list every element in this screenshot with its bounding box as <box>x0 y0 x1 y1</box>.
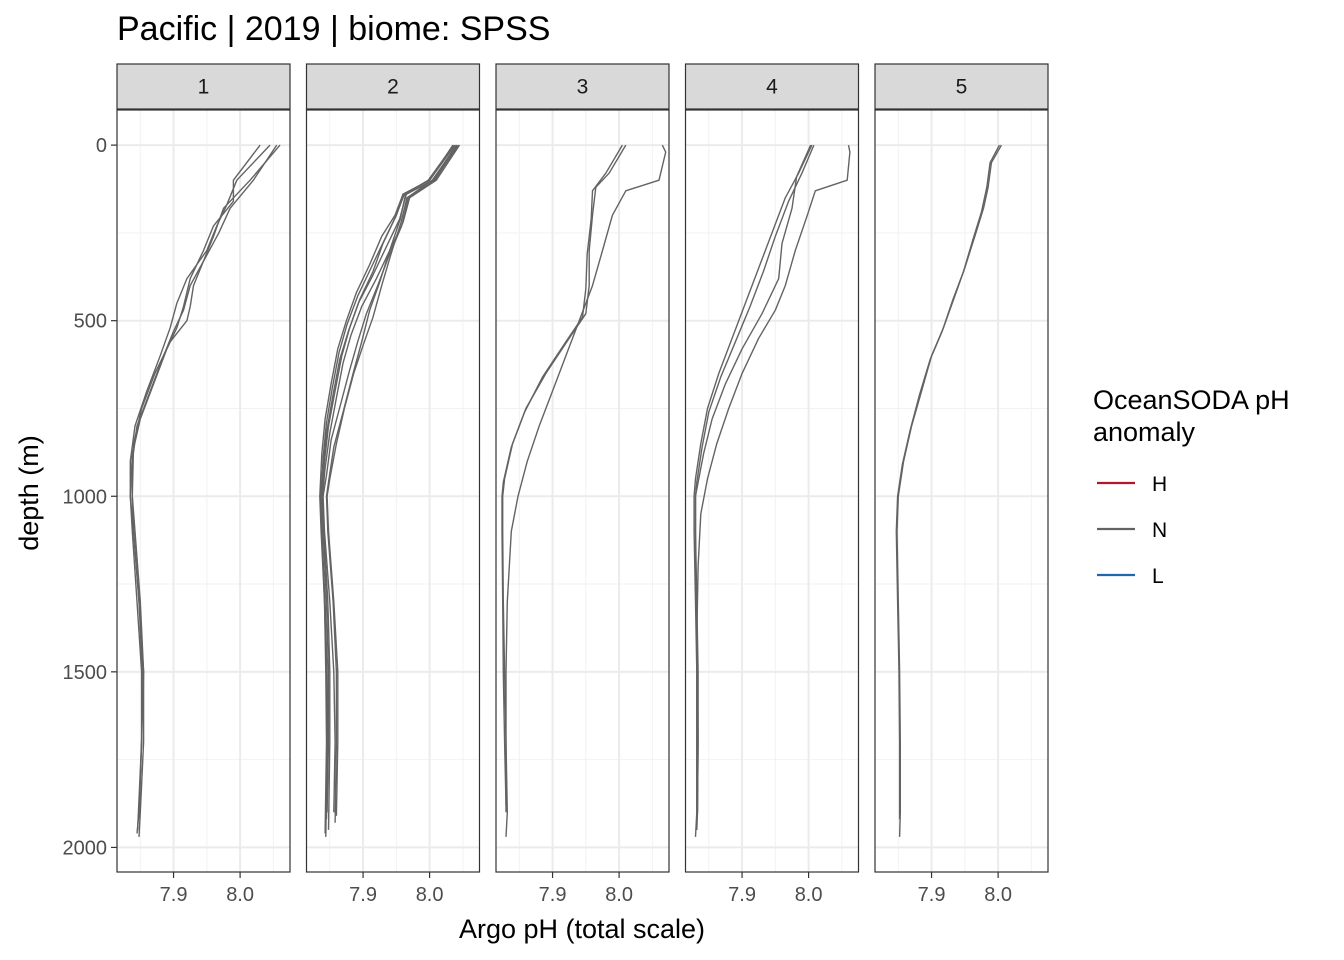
facet-panel-1: 1 7.9 8.0 <box>116 63 291 906</box>
facet-strip <box>116 63 291 110</box>
x-tick-label: 8.0 <box>795 884 823 906</box>
panel-border <box>305 109 481 873</box>
panel-background <box>117 110 290 872</box>
facet-strip-label: 3 <box>577 76 589 99</box>
facet-strip <box>874 63 1049 110</box>
profile-line <box>129 144 261 820</box>
profile-line <box>320 144 455 834</box>
panel-background <box>685 110 859 872</box>
profile-line <box>326 144 458 816</box>
y-tick-label: 500 <box>74 311 107 333</box>
profile-line <box>501 144 624 806</box>
legend-title: OceanSODA pH <box>1093 385 1290 415</box>
panel-background <box>496 110 669 872</box>
profile-line <box>131 144 281 830</box>
y-axis-title: depth (m) <box>14 435 44 551</box>
panel-border <box>874 109 1049 873</box>
facet-strip-label: 4 <box>766 76 778 99</box>
profile-line <box>696 144 851 830</box>
x-axis-title: Argo pH (total scale) <box>459 914 705 944</box>
x-tick-label: 7.9 <box>728 884 756 906</box>
x-tick-label: 8.0 <box>226 884 254 906</box>
y-tick-label: 1000 <box>63 486 108 508</box>
facet-panel-4: 4 7.9 8.0 <box>684 63 860 906</box>
facet-strip <box>684 63 860 110</box>
profile-line <box>895 144 1001 820</box>
panel-background <box>875 110 1048 872</box>
y-axis: 0 500 1000 1500 2000 <box>63 135 117 859</box>
legend-label: H <box>1152 473 1167 496</box>
facet-panel-2: 2 7.9 8.0 <box>305 63 481 906</box>
facet-panel-5: 5 7.9 8.0 <box>874 63 1049 906</box>
facet-strip-label: 5 <box>956 76 968 99</box>
profile-line <box>322 144 459 813</box>
legend-label: N <box>1152 519 1167 542</box>
x-tick-label: 7.9 <box>160 884 188 906</box>
facet-strip-label: 2 <box>387 76 399 99</box>
panel-border <box>116 109 291 873</box>
facet-panel-3: 3 7.9 8.0 <box>495 63 670 906</box>
y-tick-label: 0 <box>96 135 107 157</box>
x-tick-label: 8.0 <box>984 884 1012 906</box>
facet-panels: 1 7.9 8.0 2 7.9 8.0 3 7.9 8.0 4 7.9 8.0 5 7.9 8.0 <box>116 63 1049 906</box>
facet-strip-label: 1 <box>198 76 210 99</box>
facet-strip <box>495 63 670 110</box>
profile-line <box>694 144 812 830</box>
x-tick-label: 8.0 <box>605 884 633 906</box>
x-tick-label: 8.0 <box>416 884 444 906</box>
panel-border <box>495 109 670 873</box>
y-tick-label: 2000 <box>63 837 108 859</box>
panel-border <box>684 109 860 873</box>
x-tick-label: 7.9 <box>918 884 946 906</box>
chart-title: Pacific | 2019 | biome: SPSS <box>117 10 550 48</box>
legend-title: anomaly <box>1093 417 1196 447</box>
x-tick-label: 7.9 <box>539 884 567 906</box>
x-tick-label: 7.9 <box>349 884 377 906</box>
facet-strip <box>305 63 481 110</box>
profile-line <box>505 144 667 813</box>
y-tick-label: 1500 <box>63 662 108 684</box>
panel-background <box>306 110 480 872</box>
legend-label: L <box>1152 565 1164 588</box>
